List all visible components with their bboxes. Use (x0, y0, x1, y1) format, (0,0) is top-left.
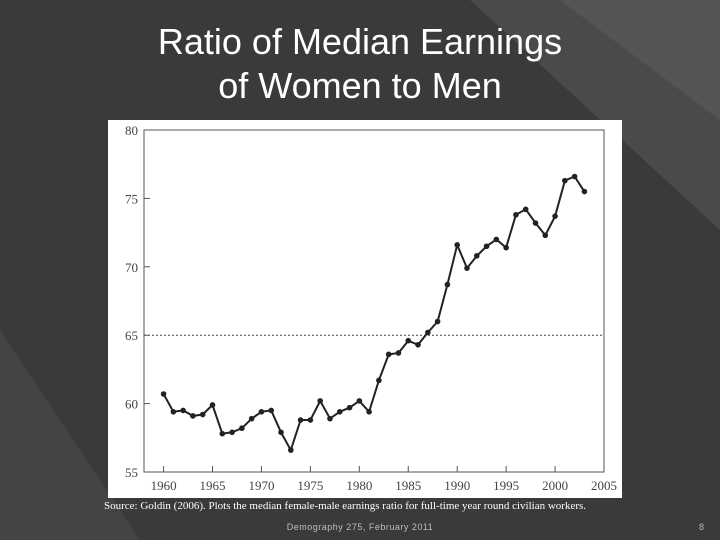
source-note: Source: Goldin (2006). Plots the median … (104, 500, 587, 512)
earnings-ratio-chart: 55 60 65 70 75 80 1960 1965 1970 1975 1980 1985 1990… (125, 123, 617, 493)
data-point (239, 425, 245, 432)
data-point (317, 398, 323, 404)
data-point (444, 281, 451, 288)
data-point (395, 350, 402, 356)
data-point (376, 377, 382, 384)
data-point (532, 220, 539, 226)
data-point (219, 430, 226, 437)
data-point (513, 212, 519, 218)
data-point (199, 411, 206, 418)
data-point (503, 244, 509, 251)
data-point (160, 391, 167, 397)
y-tick-label: 65 (125, 328, 138, 343)
data-point (327, 415, 333, 422)
data-point (307, 417, 314, 423)
background-shape (0, 330, 140, 540)
data-point (268, 407, 275, 414)
y-tick-label: 75 (125, 191, 138, 206)
data-point (483, 243, 490, 250)
data-point (415, 341, 421, 348)
data-point (473, 253, 480, 259)
data-point (346, 404, 353, 411)
x-tick-label: 2000 (542, 478, 568, 493)
y-tick-label: 60 (125, 397, 138, 412)
data-point (366, 409, 372, 415)
x-tick-label: 1975 (297, 478, 323, 493)
data-point (229, 429, 235, 436)
slide-title: Ratio of Median Earnings of Women to Men (60, 20, 660, 108)
data-point (464, 265, 470, 271)
data-point (571, 173, 578, 180)
footer-text: Demography 275, February 2011 (286, 522, 434, 532)
data-point (258, 409, 265, 415)
x-tick-label: 1980 (346, 478, 372, 493)
title-line-1: Ratio of Median Earnings (157, 21, 563, 62)
data-point (278, 429, 284, 436)
data-point (434, 318, 441, 325)
data-point (562, 177, 568, 184)
data-point (180, 407, 186, 414)
data-point (248, 415, 255, 422)
data-point (493, 236, 500, 243)
x-tick-label: 1965 (200, 478, 226, 493)
data-point (542, 232, 549, 239)
plot-frame (143, 129, 605, 473)
x-tick-label: 1985 (395, 478, 421, 493)
y-tick-label: 70 (125, 260, 138, 275)
data-point (552, 213, 558, 219)
data-point (356, 398, 363, 404)
x-tick-label: 1990 (444, 478, 470, 493)
data-point (190, 413, 196, 419)
title-line-2: of Women to Men (218, 65, 502, 106)
data-point (170, 409, 177, 415)
background-shape (560, 0, 720, 120)
data-point (385, 351, 392, 358)
page-number: 8 (698, 522, 704, 532)
data-point (297, 417, 304, 423)
x-tick-label: 1970 (248, 478, 274, 493)
x-tick-label: 2005 (591, 478, 617, 493)
data-point (522, 206, 529, 213)
y-tick-label: 80 (125, 123, 138, 138)
data-point (288, 447, 294, 453)
x-tick-label: 1995 (493, 478, 519, 493)
data-point (581, 188, 588, 195)
data-point (405, 337, 412, 344)
data-point (336, 409, 343, 415)
chart-panel: 55 60 65 70 75 80 1960 1965 1970 1975 1980 1985 1990… (108, 120, 622, 498)
data-point (454, 242, 460, 248)
x-tick-label: 1960 (151, 478, 177, 493)
series-line (162, 175, 586, 453)
y-tick-label: 55 (125, 465, 138, 480)
data-point (425, 329, 431, 336)
data-point (209, 402, 216, 408)
